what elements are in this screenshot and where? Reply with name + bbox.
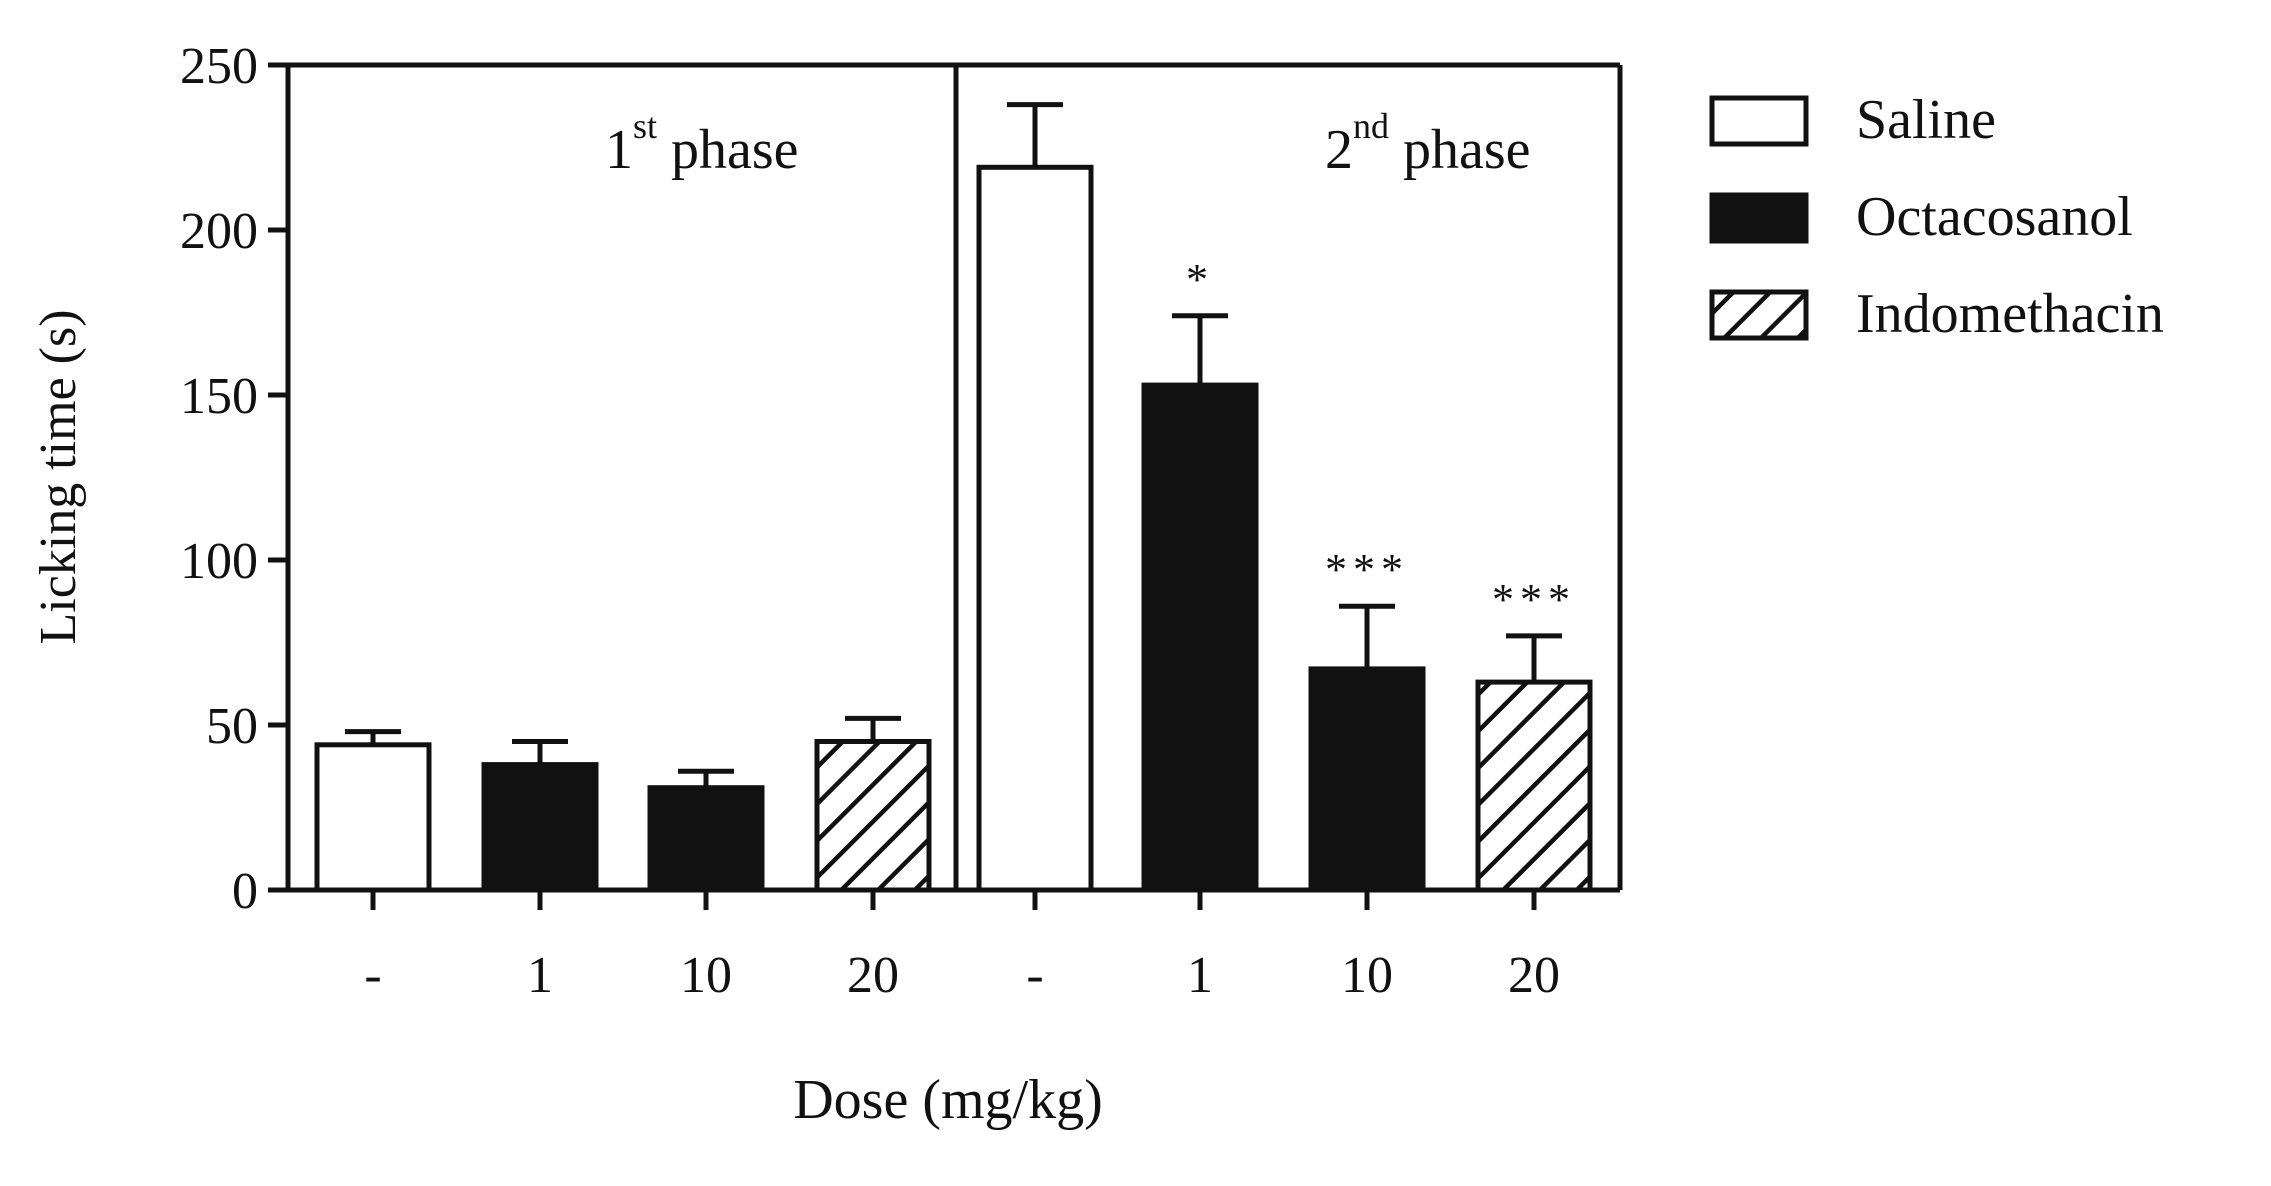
bar-1-1: [314, 742, 432, 893]
significance-label: ***: [1325, 545, 1409, 594]
x-tick-label: 1: [527, 947, 553, 1004]
y-tick-label: 100: [180, 533, 258, 590]
bar-2-2: [1141, 382, 1259, 893]
bar-1-4: [814, 739, 932, 893]
x-tick-label: -: [1026, 947, 1043, 1004]
x-tick-label: 1: [1187, 947, 1213, 1004]
y-tick-label: 250: [180, 38, 258, 95]
phase-2-label: 2nd phase: [1325, 106, 1531, 181]
bar-2-3: [1308, 666, 1426, 893]
phase-2-number: 2: [1325, 119, 1353, 181]
significance-label: ***: [1492, 575, 1576, 624]
x-axis-title: Dose (mg/kg): [793, 1069, 1103, 1131]
phase-1-label: 1st phase: [605, 106, 799, 181]
phase-1-number: 1: [605, 119, 633, 181]
phase-1-word: phase: [657, 119, 799, 181]
phase-2-sup: nd: [1353, 106, 1389, 146]
plot-area: 0 50 100 150 200 250 - 1 10 20 - 1 * 10 *** 20 ***: [180, 38, 1623, 1004]
bar-2-4: [1475, 679, 1593, 893]
legend-label-saline: Saline: [1856, 89, 1996, 151]
x-tick-label: 20: [1508, 947, 1560, 1004]
y-axis-title: Licking time (s): [30, 309, 87, 644]
x-tick-label: 10: [680, 947, 732, 1004]
legend-label-octacosanol: Octacosanol: [1856, 186, 2133, 248]
bar-2-1: [976, 164, 1094, 893]
y-tick-label: 150: [180, 368, 258, 425]
phase-2-word: phase: [1389, 119, 1531, 181]
x-tick-label: 10: [1341, 947, 1393, 1004]
legend-swatch-saline: [1709, 95, 1809, 147]
legend-swatch-octacosanol: [1709, 192, 1809, 244]
x-tick-label: 20: [847, 947, 899, 1004]
y-tick-label: 50: [206, 698, 258, 755]
x-tick-label: -: [364, 947, 381, 1004]
legend-swatch-indomethacin: [1709, 289, 1809, 341]
y-tick-label: 0: [232, 863, 258, 920]
bar-1-3: [647, 785, 765, 893]
phase-1-sup: st: [633, 106, 657, 146]
y-tick-label: 200: [180, 203, 258, 260]
bar-1-2: [481, 762, 599, 893]
significance-label: *: [1186, 255, 1214, 304]
legend: Saline Octacosanol Indomethacin: [1709, 89, 2164, 345]
legend-label-indomethacin: Indomethacin: [1856, 283, 2164, 345]
